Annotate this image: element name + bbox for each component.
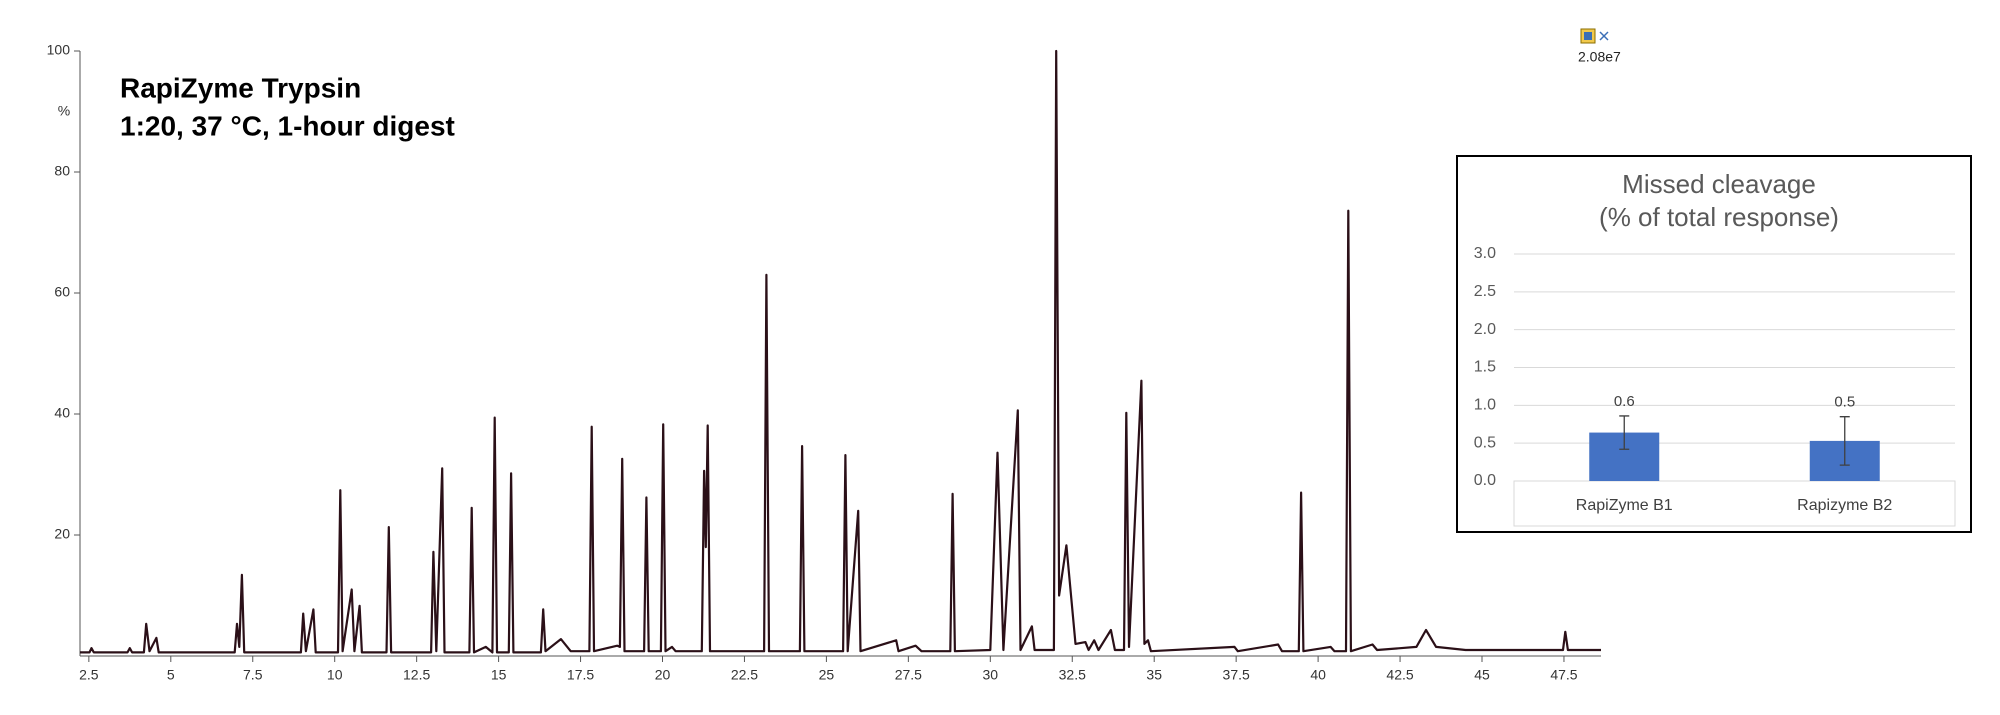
icon	[1580, 28, 1609, 44]
x-tick-label: 2.5	[79, 667, 99, 683]
x-tick-label: 40	[1310, 667, 1326, 683]
error-bar	[1839, 416, 1850, 466]
x-tick-label: 42.5	[1386, 667, 1413, 683]
y-tick-label: 2.0	[1474, 321, 1496, 338]
x-tick-label: 37.5	[1223, 667, 1250, 683]
x-tick-label: 17.5	[567, 667, 594, 683]
y-tick-label: 1.5	[1474, 359, 1496, 376]
x-tick-label: 30	[983, 667, 999, 683]
x-tick-label: 10	[327, 667, 343, 683]
category-frame	[1513, 480, 1956, 527]
y-axis-label: %	[58, 103, 70, 119]
y-tick-label: 40	[54, 405, 70, 421]
y-tick-label: 80	[54, 163, 70, 179]
y-tick-label: 100	[47, 42, 71, 58]
x-tick-label: 35	[1146, 667, 1162, 683]
x-tick-label: RapiZyme B1	[1576, 497, 1673, 514]
chart-title: RapiZyme Trypsin	[120, 72, 361, 103]
x-tick-label: 7.5	[243, 667, 263, 683]
y-tick-label: 2.5	[1474, 283, 1496, 300]
value-label: 0.5	[1834, 394, 1855, 411]
x-tick-label: 12.5	[403, 667, 430, 683]
x-tick-label: 45	[1474, 667, 1490, 683]
x-tick-label: 22.5	[731, 667, 758, 683]
value-label: 0.6	[1614, 393, 1635, 410]
x-tick-label: 20	[655, 667, 671, 683]
y-tick-label: 60	[54, 284, 70, 300]
inset-frame	[1456, 155, 1972, 533]
chart-subtitle: 1:20, 37 °C, 1-hour digest	[120, 110, 455, 141]
x-tick-label: Rapizyme B2	[1797, 497, 1892, 514]
x-tick-label: 15	[491, 667, 507, 683]
inset-title: Missed cleavage	[1622, 169, 1816, 199]
x-tick-label: 25	[819, 667, 835, 683]
y-tick-label: 3.0	[1474, 245, 1496, 262]
x-tick-label: 5	[167, 667, 175, 683]
trace	[80, 49, 1601, 654]
annotation: 2.08e7	[1578, 49, 1621, 65]
x-tick-label: 47.5	[1550, 667, 1577, 683]
y-tick-label: 0.0	[1474, 472, 1496, 489]
y-tick-label: 20	[54, 526, 70, 542]
y-tick-label: 1.0	[1474, 397, 1496, 414]
x-tick-label: 27.5	[895, 667, 922, 683]
error-bar	[1619, 415, 1630, 450]
x-tick-label: 32.5	[1059, 667, 1086, 683]
inset-subtitle: (% of total response)	[1599, 202, 1839, 232]
y-tick-label: 0.5	[1474, 434, 1496, 451]
